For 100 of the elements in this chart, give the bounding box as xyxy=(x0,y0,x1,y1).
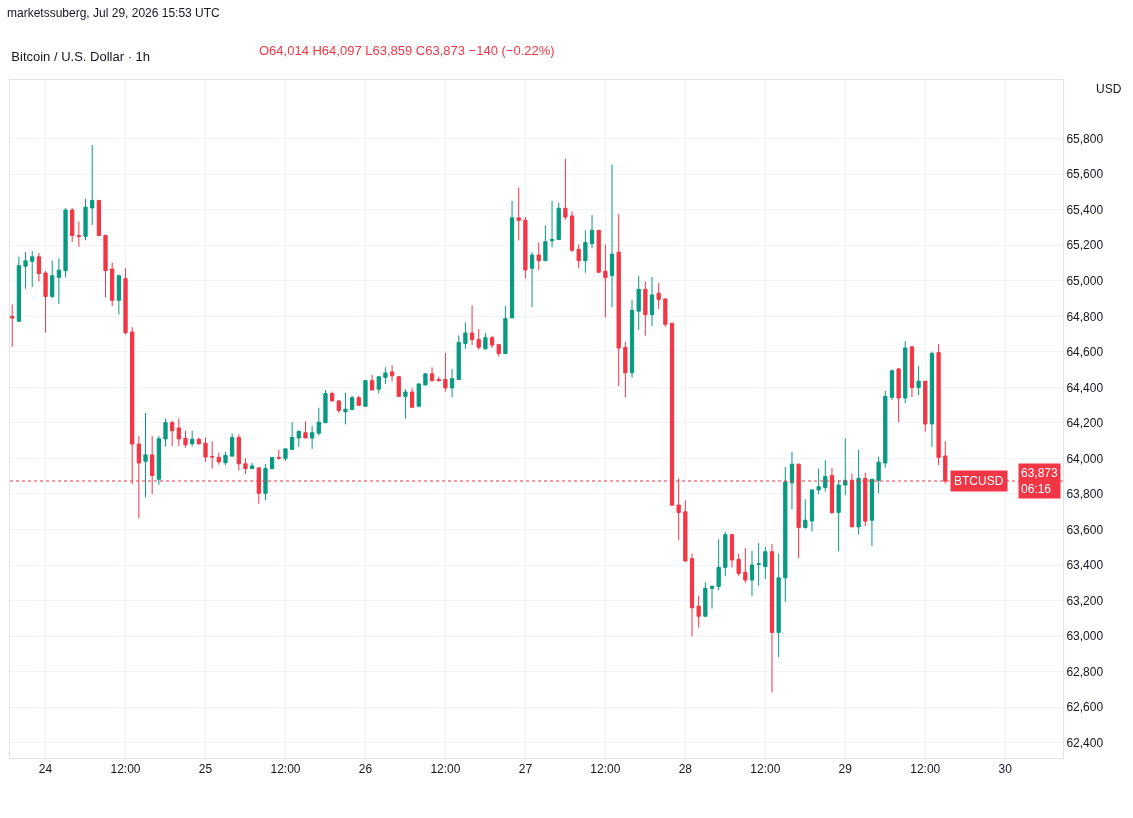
candlestick xyxy=(883,390,888,469)
candlestick xyxy=(230,433,235,457)
candlestick xyxy=(876,455,881,494)
candlestick xyxy=(349,395,355,411)
candlestick xyxy=(689,553,695,637)
candlestick xyxy=(889,369,895,401)
candlestick xyxy=(749,550,755,597)
candlestick xyxy=(856,449,861,535)
candlestick xyxy=(603,244,608,319)
candlestick xyxy=(843,437,848,496)
y-tick-label: 64,800 xyxy=(1066,309,1104,324)
y-tick-label: 62,800 xyxy=(1066,664,1104,679)
x-tick-label: 24 xyxy=(38,762,53,777)
candlestick xyxy=(436,376,441,383)
candlestick xyxy=(96,199,101,237)
candlestick xyxy=(389,364,395,383)
candlestick xyxy=(589,214,595,249)
y-tick-label: 63,600 xyxy=(1066,522,1104,537)
x-tick-label: 12:00 xyxy=(270,762,301,777)
candlestick xyxy=(763,546,768,580)
candlestick xyxy=(643,281,648,337)
x-tick-label: 29 xyxy=(838,762,853,777)
candlestick xyxy=(629,299,635,379)
candlestick xyxy=(36,252,42,282)
candlestick xyxy=(416,382,421,408)
y-tick-label: 65,800 xyxy=(1066,131,1104,146)
candlestick xyxy=(823,459,828,492)
x-tick-label: 25 xyxy=(198,762,213,777)
x-tick-label: 26 xyxy=(358,762,373,777)
candlestick xyxy=(343,392,348,425)
x-tick-label: 12:00 xyxy=(430,762,461,777)
candlestick xyxy=(276,449,281,461)
candlestick xyxy=(516,186,521,241)
candlestick xyxy=(50,260,55,299)
candlestick xyxy=(210,440,215,470)
x-tick-label: 12:00 xyxy=(910,762,941,777)
candlestick xyxy=(16,256,22,323)
candlestick xyxy=(10,303,15,348)
chart-title: Bitcoin / U.S. Dollar · 1h xyxy=(11,49,151,65)
candlestick xyxy=(756,542,761,587)
candlestick xyxy=(929,351,935,448)
x-tick-label: 28 xyxy=(678,762,693,777)
candlestick xyxy=(776,553,781,658)
candlestick xyxy=(56,258,62,305)
candlestick xyxy=(296,429,301,448)
candlestick xyxy=(616,213,621,387)
candlestick xyxy=(523,216,528,279)
candlestick xyxy=(156,435,161,486)
candlestick xyxy=(549,200,555,248)
candlestick xyxy=(503,305,508,355)
annotation: 63,873 xyxy=(1021,466,1059,480)
y-tick-label: 63,200 xyxy=(1066,593,1104,608)
y-tick-label: 63,400 xyxy=(1066,558,1104,573)
candlestick xyxy=(529,251,535,308)
candlestick xyxy=(383,366,388,385)
candlestick xyxy=(609,164,615,308)
y-tick-label: 65,000 xyxy=(1066,273,1104,288)
x-tick-label: 12:00 xyxy=(590,762,621,777)
x-tick-label: 12:00 xyxy=(110,762,141,777)
candlestick xyxy=(403,388,408,420)
candlestick xyxy=(936,343,941,466)
candlestick xyxy=(76,220,81,248)
candlestick xyxy=(283,448,288,462)
candlestick xyxy=(909,345,915,398)
candlestick xyxy=(63,207,68,278)
candlestick xyxy=(196,436,201,446)
candlestick xyxy=(743,547,748,584)
candlestick xyxy=(250,462,255,470)
candlestick xyxy=(836,479,841,552)
y-tick-label: 65,200 xyxy=(1066,238,1104,253)
candlestick xyxy=(456,334,461,381)
candlestick xyxy=(110,261,115,307)
candlestick xyxy=(563,158,568,221)
ref-line-label: BTCUSD xyxy=(954,474,1004,488)
y-tick-label: 62,600 xyxy=(1066,700,1104,715)
candlestick xyxy=(263,463,268,501)
candlestick xyxy=(243,457,248,475)
candlestick xyxy=(709,584,715,610)
candlestick xyxy=(696,595,701,629)
x-tick-label: 30 xyxy=(998,762,1013,777)
y-tick-label: 64,000 xyxy=(1066,451,1104,466)
candlestick xyxy=(163,418,168,448)
candlestick xyxy=(90,144,95,226)
x-tick-label: 12:00 xyxy=(750,762,781,777)
candlestick xyxy=(216,452,221,466)
candlestick xyxy=(409,387,415,409)
candlestick xyxy=(323,389,328,424)
y-tick-label: 64,200 xyxy=(1066,416,1104,431)
y-tick-label: 64,400 xyxy=(1066,380,1104,395)
candlestick xyxy=(556,202,561,241)
candlestick xyxy=(729,533,735,569)
candlestick xyxy=(303,420,308,439)
candlestick xyxy=(70,207,75,243)
candlestick xyxy=(576,244,581,269)
candlestick xyxy=(736,553,741,577)
candlestick xyxy=(569,210,575,253)
candlestick xyxy=(176,417,181,447)
candlestick xyxy=(369,374,375,391)
candlestick xyxy=(476,328,481,351)
y-tick-label: 62,400 xyxy=(1066,735,1104,750)
